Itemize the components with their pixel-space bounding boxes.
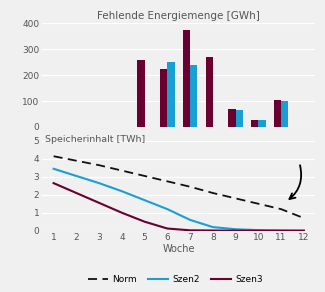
Title: Fehlende Energiemenge [GWh]: Fehlende Energiemenge [GWh] <box>97 11 260 21</box>
Legend: Norm, Szen2, Szen3: Norm, Szen2, Szen3 <box>84 271 266 288</box>
Bar <box>274 100 281 127</box>
Bar <box>251 120 258 127</box>
Bar <box>206 57 213 127</box>
Bar <box>167 62 175 127</box>
Bar <box>281 101 288 127</box>
Bar <box>160 69 167 127</box>
Bar <box>228 109 236 127</box>
Text: Speicherinhalt [TWh]: Speicherinhalt [TWh] <box>45 135 145 144</box>
Bar <box>137 60 145 127</box>
Bar <box>258 121 266 127</box>
Bar <box>190 65 197 127</box>
X-axis label: Woche: Woche <box>162 244 195 254</box>
Bar <box>236 110 243 127</box>
Bar <box>183 30 190 127</box>
